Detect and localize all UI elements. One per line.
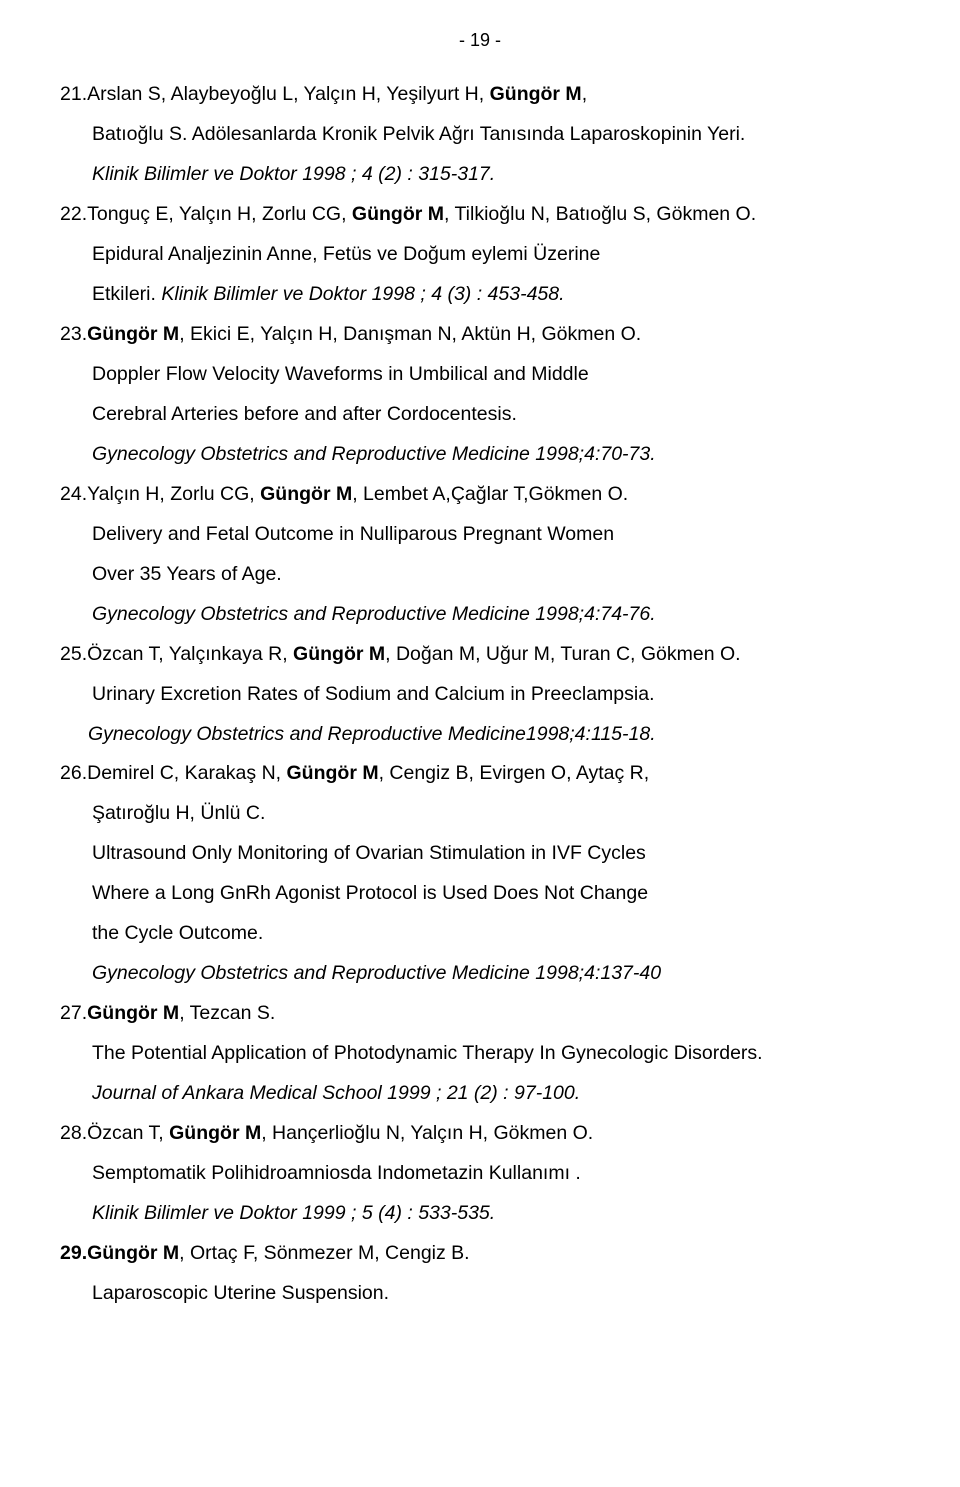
reference-item: 21.Arslan S, Alaybeyoğlu L, Yalçın H, Ye… <box>60 75 900 195</box>
reference-line: The Potential Application of Photodynami… <box>60 1034 900 1074</box>
reference-line: Gynecology Obstetrics and Reproductive M… <box>60 715 900 755</box>
text-segment: Güngör M <box>87 323 179 345</box>
text-segment: , Ortaç F, Sönmezer M, Cengiz B. <box>179 1242 469 1264</box>
text-segment: , <box>582 83 587 105</box>
text-segment: Doppler Flow Velocity Waveforms in Umbil… <box>92 363 589 385</box>
text-segment: Laparoscopic Uterine Suspension. <box>92 1282 389 1304</box>
reference-line: Batıoğlu S. Adölesanlarda Kronik Pelvik … <box>60 115 900 155</box>
text-segment: Semptomatik Polihidroamniosda Indometazi… <box>92 1162 581 1184</box>
text-segment: Güngör M <box>293 643 385 665</box>
text-segment: 27. <box>60 1002 87 1024</box>
text-segment: Güngör M <box>260 483 352 505</box>
reference-line: Semptomatik Polihidroamniosda Indometazi… <box>60 1154 900 1194</box>
text-segment: Batıoğlu S. Adölesanlarda Kronik Pelvik … <box>92 123 745 145</box>
reference-item: 25.Özcan T, Yalçınkaya R, Güngör M, Doğa… <box>60 635 900 755</box>
text-segment: 22.Tonguç E, Yalçın H, Zorlu CG, <box>60 203 352 225</box>
reference-line: Over 35 Years of Age. <box>60 555 900 595</box>
text-segment: Where a Long GnRh Agonist Protocol is Us… <box>92 882 648 904</box>
reference-item: 26.Demirel C, Karakaş N, Güngör M, Cengi… <box>60 754 900 994</box>
reference-item: 27.Güngör M, Tezcan S. The Potential Appl… <box>60 994 900 1114</box>
text-segment: 25.Özcan T, Yalçınkaya R, <box>60 643 293 665</box>
reference-line: Epidural Analjezinin Anne, Fetüs ve Doğu… <box>60 235 900 275</box>
text-segment: Gynecology Obstetrics and Reproductive M… <box>92 443 656 465</box>
page-number: - 19 - <box>60 30 900 51</box>
reference-line: 26.Demirel C, Karakaş N, Güngör M, Cengi… <box>60 754 900 794</box>
text-segment: , Hançerlioğlu N, Yalçın H, Gökmen O. <box>261 1122 593 1144</box>
reference-line: Şatıroğlu H, Ünlü C. <box>60 794 900 834</box>
reference-line: Cerebral Arteries before and after Cordo… <box>60 395 900 435</box>
reference-line: Gynecology Obstetrics and Reproductive M… <box>60 435 900 475</box>
reference-line: Gynecology Obstetrics and Reproductive M… <box>60 595 900 635</box>
text-segment: , Ekici E, Yalçın H, Danışman N, Aktün H… <box>179 323 641 345</box>
reference-line: Gynecology Obstetrics and Reproductive M… <box>60 954 900 994</box>
reference-item: 24.Yalçın H, Zorlu CG, Güngör M, Lembet … <box>60 475 900 635</box>
reference-line: the Cycle Outcome. <box>60 914 900 954</box>
text-segment: 29.Güngör M <box>60 1242 179 1264</box>
text-segment: Güngör M <box>490 83 582 105</box>
text-segment: 28.Özcan T, <box>60 1122 169 1144</box>
text-segment: , Lembet A,Çağlar T,Gökmen O. <box>352 483 628 505</box>
reference-line: Where a Long GnRh Agonist Protocol is Us… <box>60 874 900 914</box>
reference-line: 25.Özcan T, Yalçınkaya R, Güngör M, Doğa… <box>60 635 900 675</box>
text-segment: 21.Arslan S, Alaybeyoğlu L, Yalçın H, Ye… <box>60 83 490 105</box>
text-segment: Güngör M <box>352 203 444 225</box>
text-segment: Şatıroğlu H, Ünlü C. <box>92 802 265 824</box>
reference-item: 22.Tonguç E, Yalçın H, Zorlu CG, Güngör … <box>60 195 900 315</box>
text-segment: Klinik Bilimler ve Doktor 1998 ; 4 (3) :… <box>161 283 564 305</box>
text-segment: 23. <box>60 323 87 345</box>
text-segment: the Cycle Outcome. <box>92 922 263 944</box>
text-segment: Klinik Bilimler ve Doktor 1999 ; 5 (4) :… <box>92 1202 495 1224</box>
text-segment: Gynecology Obstetrics and Reproductive M… <box>92 962 661 984</box>
reference-line: 21.Arslan S, Alaybeyoğlu L, Yalçın H, Ye… <box>60 75 900 115</box>
reference-line: 22.Tonguç E, Yalçın H, Zorlu CG, Güngör … <box>60 195 900 235</box>
text-segment: Cerebral Arteries before and after Cordo… <box>92 403 517 425</box>
references-list: 21.Arslan S, Alaybeyoğlu L, Yalçın H, Ye… <box>60 75 900 1314</box>
reference-line: Journal of Ankara Medical School 1999 ; … <box>60 1074 900 1114</box>
text-segment: , Tezcan S. <box>179 1002 275 1024</box>
page-container: - 19 - 21.Arslan S, Alaybeyoğlu L, Yalçı… <box>0 0 960 1344</box>
text-segment: Güngör M <box>87 1002 179 1024</box>
text-segment: Ultrasound Only Monitoring of Ovarian St… <box>92 842 646 864</box>
text-segment: Journal of Ankara Medical School 1999 ; … <box>92 1082 580 1104</box>
reference-line: Klinik Bilimler ve Doktor 1999 ; 5 (4) :… <box>60 1194 900 1234</box>
text-segment: The Potential Application of Photodynami… <box>92 1042 763 1064</box>
reference-item: 29.Güngör M, Ortaç F, Sönmezer M, Cengiz… <box>60 1234 900 1314</box>
reference-line: Etkileri. Klinik Bilimler ve Doktor 1998… <box>60 275 900 315</box>
text-segment: Urinary Excretion Rates of Sodium and Ca… <box>92 683 654 705</box>
text-segment: 24.Yalçın H, Zorlu CG, <box>60 483 260 505</box>
text-segment: Epidural Analjezinin Anne, Fetüs ve Doğu… <box>92 243 600 265</box>
reference-line: Doppler Flow Velocity Waveforms in Umbil… <box>60 355 900 395</box>
text-segment: 26.Demirel C, Karakaş N, <box>60 762 287 784</box>
reference-item: 28.Özcan T, Güngör M, Hançerlioğlu N, Ya… <box>60 1114 900 1234</box>
text-segment: Klinik Bilimler ve Doktor 1998 ; 4 (2) :… <box>92 163 495 185</box>
reference-line: Klinik Bilimler ve Doktor 1998 ; 4 (2) :… <box>60 155 900 195</box>
text-segment: , Tilkioğlu N, Batıoğlu S, Gökmen O. <box>444 203 756 225</box>
reference-line: 29.Güngör M, Ortaç F, Sönmezer M, Cengiz… <box>60 1234 900 1274</box>
text-segment: Etkileri. <box>92 283 161 305</box>
reference-line: Delivery and Fetal Outcome in Nulliparou… <box>60 515 900 555</box>
text-segment: Gynecology Obstetrics and Reproductive M… <box>88 723 656 745</box>
text-segment: Gynecology Obstetrics and Reproductive M… <box>92 603 656 625</box>
text-segment: Güngör M <box>169 1122 261 1144</box>
reference-line: 23.Güngör M, Ekici E, Yalçın H, Danışman… <box>60 315 900 355</box>
text-segment: , Cengiz B, Evirgen O, Aytaç R, <box>379 762 650 784</box>
text-segment: , Doğan M, Uğur M, Turan C, Gökmen O. <box>385 643 740 665</box>
text-segment: Over 35 Years of Age. <box>92 563 282 585</box>
text-segment: Güngör M <box>287 762 379 784</box>
reference-line: Urinary Excretion Rates of Sodium and Ca… <box>60 675 900 715</box>
reference-line: 24.Yalçın H, Zorlu CG, Güngör M, Lembet … <box>60 475 900 515</box>
text-segment: Delivery and Fetal Outcome in Nulliparou… <box>92 523 614 545</box>
reference-line: Ultrasound Only Monitoring of Ovarian St… <box>60 834 900 874</box>
reference-line: 27.Güngör M, Tezcan S. <box>60 994 900 1034</box>
reference-line: 28.Özcan T, Güngör M, Hançerlioğlu N, Ya… <box>60 1114 900 1154</box>
reference-item: 23.Güngör M, Ekici E, Yalçın H, Danışman… <box>60 315 900 475</box>
reference-line: Laparoscopic Uterine Suspension. <box>60 1274 900 1314</box>
